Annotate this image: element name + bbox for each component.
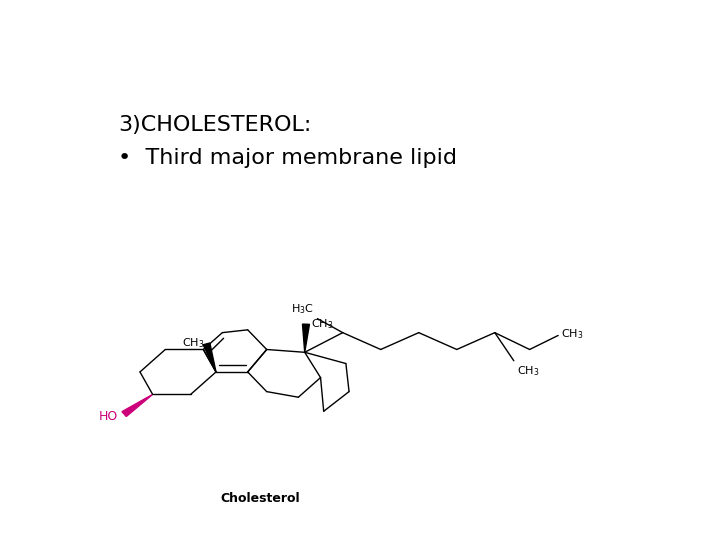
Text: CH$_3$: CH$_3$ bbox=[182, 336, 205, 349]
Polygon shape bbox=[203, 343, 216, 372]
Text: •  Third major membrane lipid: • Third major membrane lipid bbox=[118, 148, 457, 168]
Text: Cholesterol: Cholesterol bbox=[220, 492, 300, 505]
Text: CH$_3$: CH$_3$ bbox=[311, 318, 333, 331]
Text: H$_3$C: H$_3$C bbox=[292, 302, 314, 316]
Text: HO: HO bbox=[99, 410, 118, 423]
Text: 3)CHOLESTEROL:: 3)CHOLESTEROL: bbox=[118, 114, 311, 134]
Polygon shape bbox=[122, 394, 153, 416]
Text: CH$_3$: CH$_3$ bbox=[562, 327, 584, 341]
Polygon shape bbox=[302, 324, 310, 352]
Text: CH$_3$: CH$_3$ bbox=[517, 364, 539, 378]
